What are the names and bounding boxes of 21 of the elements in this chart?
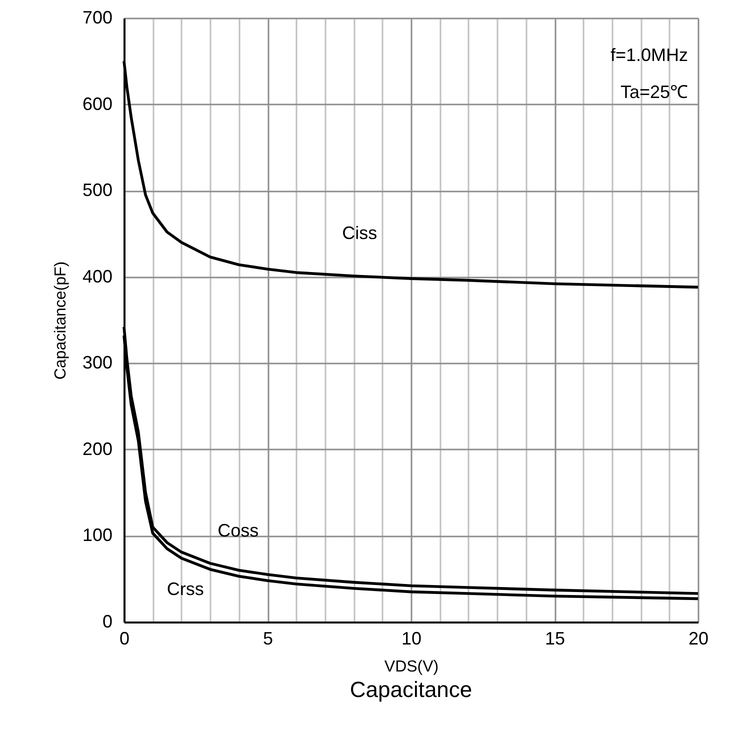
y-tick-label: 200 (82, 438, 112, 459)
x-tick-label: 20 (688, 628, 709, 648)
x-tick-label: 15 (544, 628, 566, 648)
series-label: Coss (218, 520, 259, 540)
y-tick-label: 300 (82, 352, 112, 373)
series-label: Crss (166, 579, 204, 600)
series-label: Ciss (342, 222, 378, 243)
x-tick-label: 10 (401, 628, 422, 648)
annotation: f=1.0MHz (610, 45, 688, 65)
text: Capacitance (350, 677, 472, 702)
y-tick-label: 0 (102, 612, 112, 632)
y-tick-label: 600 (82, 94, 112, 114)
y-axis-title: Capacitance(pF) (52, 261, 70, 380)
x-tick-label: 0 (119, 628, 130, 648)
y-tick-label: 500 (82, 180, 112, 200)
annotation: Ta=25℃ (620, 82, 688, 102)
y-tick-label: 700 (82, 8, 112, 28)
x-axis-title: VDS(V) (384, 658, 439, 676)
y-tick-label: 400 (82, 266, 112, 286)
y-tick-label: 100 (82, 525, 112, 546)
x-tick-label: 5 (262, 628, 274, 648)
